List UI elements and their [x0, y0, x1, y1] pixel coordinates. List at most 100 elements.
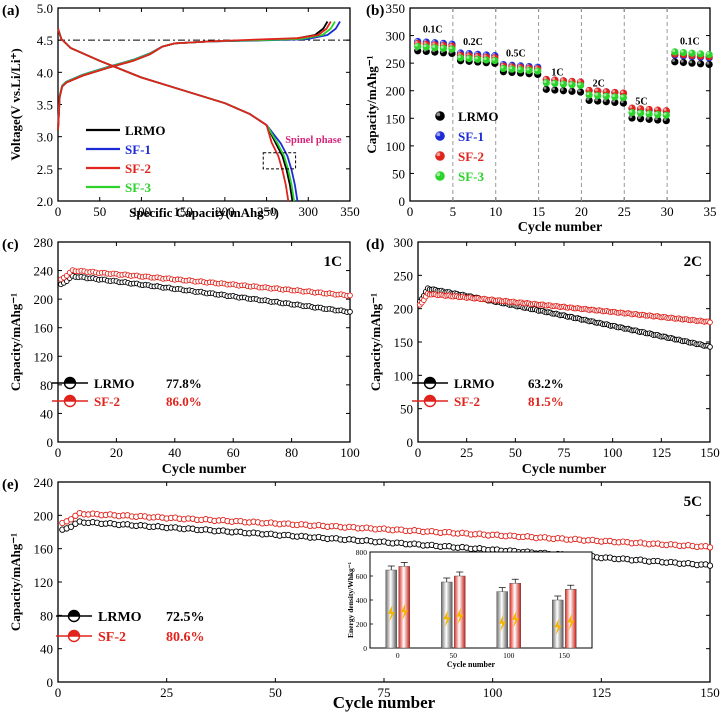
marker-shine [509, 66, 513, 70]
marker-fill [414, 42, 422, 50]
marker-fill [448, 45, 456, 53]
x-tick-label-d: 50 [509, 445, 522, 460]
lightning-icon [567, 613, 575, 631]
marker-fill [435, 151, 445, 161]
y-tick-label-b: 300 [386, 29, 406, 44]
x-tick-label-a: 250 [257, 204, 277, 219]
rate-label: 1C [551, 67, 563, 78]
x-axis-label-c: Cycle number [162, 462, 246, 477]
lightning-icon [456, 607, 464, 625]
inset-y-tick-label: 400 [356, 596, 368, 605]
y-tick-label-e: 160 [34, 542, 54, 557]
legend-label-lrmo: LRMO [125, 123, 165, 138]
marker-shine [655, 111, 658, 115]
retention-label-sf-2: 80.6% [166, 630, 205, 645]
marker-shine [517, 67, 521, 70]
legend-label-sf-2: SF-2 [458, 149, 484, 164]
marker-shine [672, 59, 676, 62]
legend-marker-sf-2 [435, 151, 445, 161]
panel-label-b: (b) [366, 3, 384, 19]
legend-label-sf-1: SF-1 [125, 142, 151, 157]
rate-point-sf-3 [551, 79, 559, 88]
y-tick-label-b: 350 [386, 1, 406, 16]
marker-shine [577, 82, 581, 86]
rate-point-lrmo [679, 58, 688, 67]
marker-shine [415, 43, 418, 47]
charge-curve-sf-2 [57, 21, 332, 131]
x-tick-label-e: 125 [592, 685, 612, 700]
y-tick-label-b: 250 [386, 56, 406, 71]
marker-fill [654, 110, 662, 119]
marker-shine [603, 89, 607, 92]
cycle-point [707, 319, 713, 326]
discharge-curve-sf-3 [57, 28, 295, 202]
marker-shine [500, 65, 504, 69]
y-tick-label-a: 4.0 [37, 65, 53, 80]
marker-fill [551, 86, 559, 94]
rate-title-c: 1C [324, 254, 342, 270]
marker-shine [706, 51, 710, 55]
cycle-series-sf-2 [58, 267, 353, 299]
marker-fill [525, 66, 533, 75]
legend-marker-sf-3 [435, 171, 445, 181]
legend-half [424, 395, 436, 401]
x-tick-label-d: 75 [558, 445, 571, 460]
marker-fill [576, 81, 585, 90]
x-tick-label-a: 0 [55, 204, 62, 219]
x-tick-label-c: 20 [110, 445, 123, 460]
marker-shine [423, 44, 427, 48]
x-tick-label-e: 100 [483, 685, 503, 700]
marker-shine [697, 51, 701, 55]
cycle-point [347, 308, 353, 315]
legend-label-sf-2: SF-2 [454, 394, 480, 409]
lightning-icon [511, 610, 520, 628]
rate-point-sf-3 [688, 49, 696, 57]
rate-point-sf-3 [679, 48, 688, 57]
legend-half [68, 610, 80, 616]
lightning-icon [498, 614, 507, 632]
inset-y-tick-label: 600 [356, 572, 368, 581]
marker-ring [707, 344, 713, 350]
x-tick-label-c: 100 [340, 445, 360, 460]
marker-fill [456, 54, 465, 62]
marker-fill [705, 60, 713, 69]
marker-shine [552, 77, 556, 81]
y-tick-label-b: 150 [386, 111, 406, 126]
x-tick-label-a: 300 [299, 204, 319, 219]
marker-shine [475, 56, 478, 60]
y-axis-label-d: Capacity/mAhg⁻¹ [368, 293, 383, 391]
legend-label-sf-1: SF-1 [458, 129, 484, 144]
y-tick-label-c: 240 [34, 264, 54, 279]
marker-shine [663, 112, 667, 116]
rate-point-sf-3 [499, 64, 508, 73]
y-tick-label-c: 80 [40, 378, 53, 393]
plot-frame-d [417, 241, 711, 443]
legend-marker-sf-2 [412, 394, 448, 408]
x-tick-label-c: 60 [227, 445, 240, 460]
spinel-box [262, 152, 297, 170]
cycle-series-sf-2 [59, 509, 714, 551]
marker-shine [603, 93, 607, 97]
rate-point-lrmo [619, 99, 628, 107]
rate-point-sf-3 [542, 79, 550, 87]
legend-marker-lrmo [52, 376, 88, 390]
rate-point-sf-3 [671, 48, 679, 56]
marker-fill [439, 44, 448, 52]
rate-point-lrmo [688, 59, 696, 67]
x-tick-label-d: 150 [700, 445, 720, 460]
cycle-point [706, 544, 714, 551]
y-tick-label-c: 160 [34, 321, 54, 336]
cycle-point [707, 344, 713, 350]
inset-y-tick-label: 800 [356, 548, 368, 557]
cycle-point [347, 292, 353, 299]
marker-shine [620, 90, 624, 94]
rate-point-sf-3 [508, 65, 516, 73]
marker-ring [706, 544, 714, 551]
rate-point-sf-3 [465, 55, 473, 63]
marker-shine [706, 61, 710, 65]
x-tick-label-c: 80 [285, 445, 298, 460]
rate-point-sf-3 [474, 55, 482, 63]
discharge-curve-lrmo [57, 28, 294, 202]
marker-fill [435, 131, 445, 141]
